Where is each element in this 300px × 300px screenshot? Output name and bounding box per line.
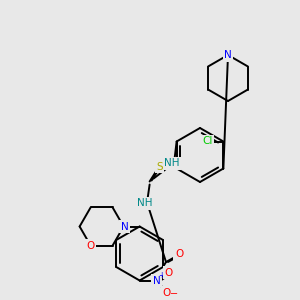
Text: S: S <box>156 161 163 172</box>
Text: O: O <box>163 287 171 298</box>
Text: −: − <box>169 290 178 299</box>
Text: +: + <box>158 271 165 280</box>
Text: N: N <box>121 221 128 232</box>
Text: NH: NH <box>164 158 179 169</box>
Text: Cl: Cl <box>202 136 213 146</box>
Text: O: O <box>175 249 183 259</box>
Text: O: O <box>164 268 173 278</box>
Text: N: N <box>153 275 160 286</box>
Text: N: N <box>224 50 232 60</box>
Text: O: O <box>86 241 95 250</box>
Text: NH: NH <box>137 199 152 208</box>
